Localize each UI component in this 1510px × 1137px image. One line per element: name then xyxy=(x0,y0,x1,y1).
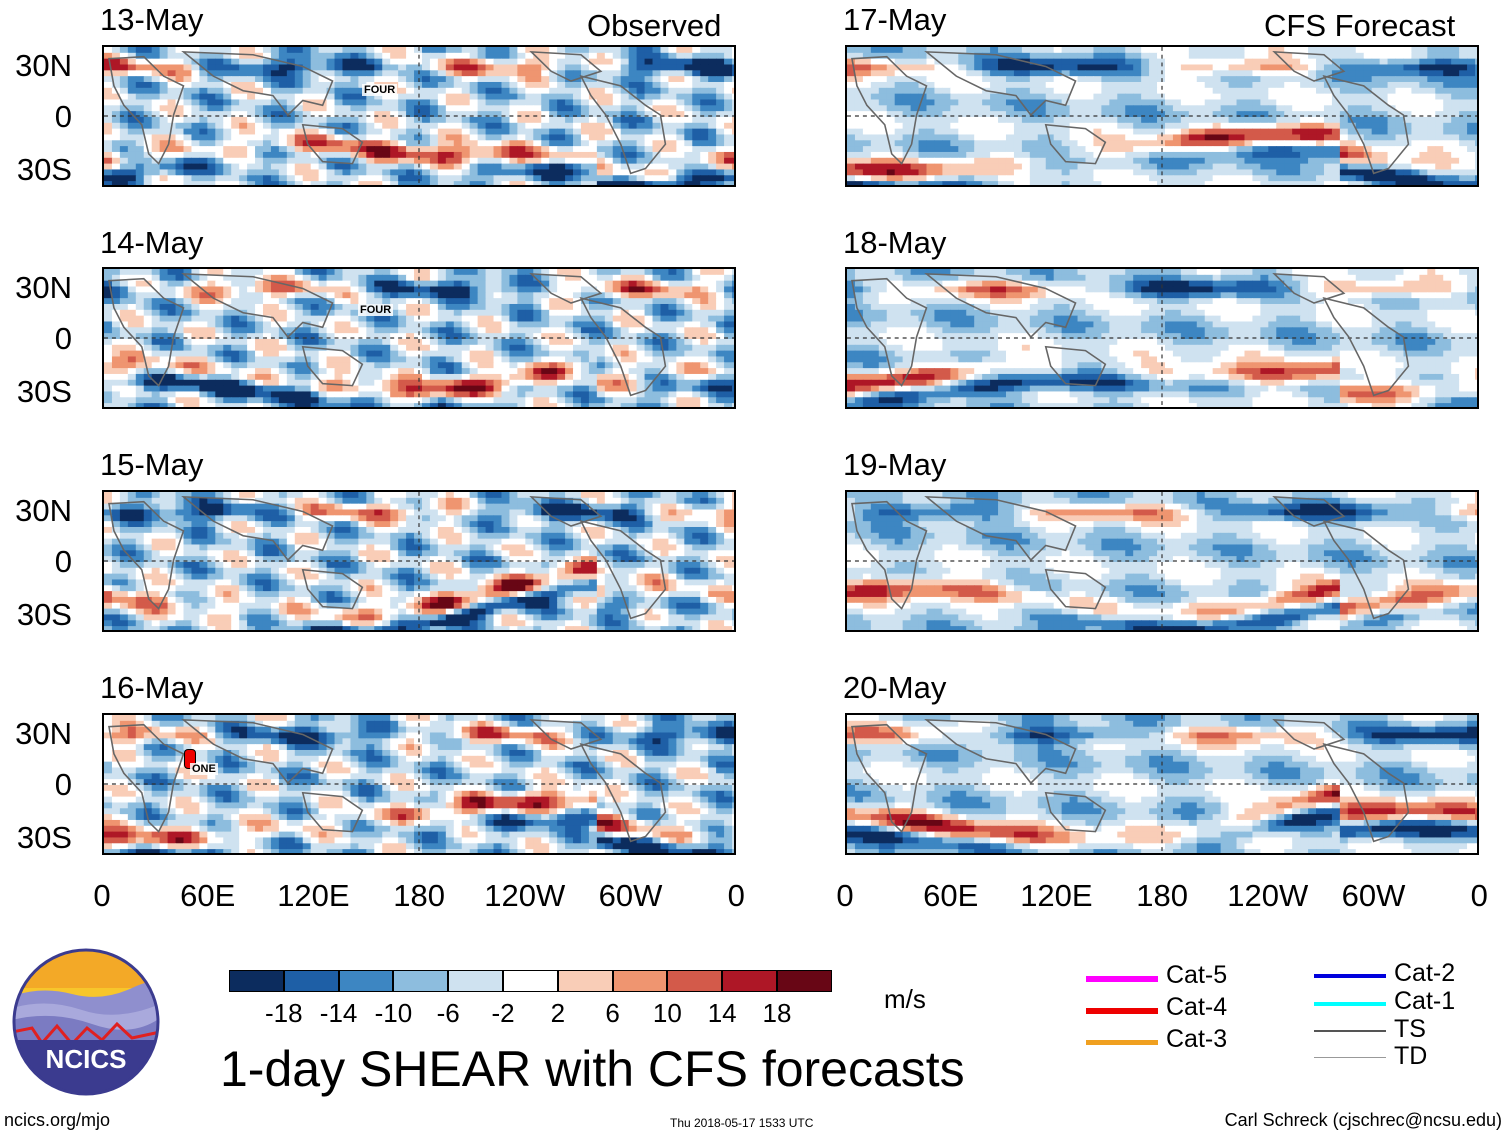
legend-line-cat-4 xyxy=(1086,1008,1158,1014)
colorbar-swatch xyxy=(503,970,558,992)
lon-tick-label: 120W xyxy=(484,878,566,913)
legend-label: Cat-5 xyxy=(1166,961,1228,989)
lat-tick-label: 0 xyxy=(54,99,72,134)
colorbar-tick-label: -14 xyxy=(319,998,358,1028)
lon-tick-label: 0 xyxy=(836,878,854,913)
lat-tick-label: 30S xyxy=(16,820,72,855)
legend-label: Cat-4 xyxy=(1166,993,1228,1021)
lat-tick-label: 30N xyxy=(15,48,72,83)
lon-tick-label: 0 xyxy=(93,878,111,913)
colorbar-swatch xyxy=(612,970,668,992)
footer-timestamp: Thu 2018-05-17 1533 UTC xyxy=(670,1116,814,1130)
legend-label: Cat-2 xyxy=(1394,959,1456,987)
legend-line-cat-5 xyxy=(1086,976,1158,982)
storm-label: FOUR xyxy=(362,84,398,96)
colorbar-swatch xyxy=(667,970,723,992)
panel-date-fc-0: 17-May xyxy=(843,2,947,37)
colorbar-swatch xyxy=(338,970,394,992)
legend-label: Cat-1 xyxy=(1394,987,1456,1015)
colorbar-swatch xyxy=(393,970,449,992)
colorbar-tick-label: 18 xyxy=(762,998,792,1028)
colorbar-tick-label: -18 xyxy=(265,998,303,1028)
panel-date-fc-2: 19-May xyxy=(843,447,947,482)
colorbar-swatch xyxy=(557,970,613,992)
lon-tick-label: 0 xyxy=(727,878,745,913)
colorbar-tick-label: -6 xyxy=(436,998,460,1028)
lon-tick-label: 120E xyxy=(1020,878,1093,913)
units-label: m/s xyxy=(884,984,926,1014)
footer-url[interactable]: ncics.org/mjo xyxy=(4,1110,111,1130)
colorbar-swatch xyxy=(229,970,284,992)
lat-tick-label: 30S xyxy=(16,374,72,409)
lat-tick-label: 30S xyxy=(16,597,72,632)
ncics-logo: NCICS xyxy=(12,948,160,1096)
panel-date-obs-2: 15-May xyxy=(100,447,204,482)
map-panel-observed-2 xyxy=(102,490,736,632)
colorbar-swatch xyxy=(722,970,777,992)
colorbar-tick-label: 10 xyxy=(652,998,682,1028)
lat-tick-label: 30S xyxy=(16,152,72,187)
legend-label: TS xyxy=(1394,1015,1426,1043)
legend-label: TD xyxy=(1394,1042,1428,1070)
map-panel-observed-0: FOUR xyxy=(102,45,736,187)
observed-label: Observed xyxy=(587,8,722,43)
lat-tick-label: 30N xyxy=(15,716,72,751)
map-panel-observed-3: ONE xyxy=(102,713,736,855)
lon-tick-label: 120W xyxy=(1227,878,1309,913)
colorbar-swatch xyxy=(448,970,503,992)
storm-label: ONE xyxy=(190,763,218,775)
lon-tick-label: 180 xyxy=(393,878,445,913)
lat-tick-label: 30N xyxy=(15,270,72,305)
lat-tick-label: 30N xyxy=(15,493,72,528)
lon-tick-label: 60W xyxy=(1341,878,1406,913)
forecast-label: CFS Forecast xyxy=(1264,8,1456,43)
lat-tick-label: 0 xyxy=(54,321,72,356)
lon-tick-label: 120E xyxy=(277,878,350,913)
lon-tick-label: 60E xyxy=(923,878,979,913)
legend-label: Cat-3 xyxy=(1166,1025,1228,1053)
lat-tick-label: 0 xyxy=(54,544,72,579)
map-panel-forecast-2 xyxy=(845,490,1479,632)
colorbar-tick-label: 2 xyxy=(550,998,566,1028)
map-panel-observed-1: FOUR xyxy=(102,267,736,409)
footer-author: Carl Schreck (cjschrec@ncsu.edu) xyxy=(1224,1110,1502,1130)
lat-tick-label: 0 xyxy=(54,767,72,802)
map-panel-forecast-3 xyxy=(845,713,1479,855)
lon-tick-label: 60E xyxy=(180,878,236,913)
legend-line-td xyxy=(1314,1057,1386,1058)
chart-title: 1-day SHEAR with CFS forecasts xyxy=(220,1041,965,1097)
storm-label: FOUR xyxy=(358,304,394,316)
colorbar-swatch xyxy=(777,970,832,992)
colorbar-tick-label: -2 xyxy=(491,998,515,1028)
panel-date-fc-3: 20-May xyxy=(843,670,947,705)
panel-date-obs-0: 13-May xyxy=(100,2,204,37)
colorbar-tick-label: -10 xyxy=(374,998,413,1028)
panel-date-obs-1: 14-May xyxy=(100,225,204,260)
colorbar-tick-label: 14 xyxy=(707,998,737,1028)
colorbar-tick-label: 6 xyxy=(605,998,620,1028)
colorbar-swatch xyxy=(283,970,339,992)
legend-line-ts xyxy=(1314,1030,1386,1032)
panel-date-obs-3: 16-May xyxy=(100,670,204,705)
map-panel-forecast-1 xyxy=(845,267,1479,409)
lon-tick-label: 0 xyxy=(1470,878,1488,913)
lon-tick-label: 60W xyxy=(598,878,663,913)
legend-line-cat-2 xyxy=(1314,974,1386,978)
legend-line-cat-1 xyxy=(1314,1002,1386,1006)
legend-line-cat-3 xyxy=(1086,1040,1158,1045)
panel-date-fc-1: 18-May xyxy=(843,225,947,260)
map-panel-forecast-0 xyxy=(845,45,1479,187)
lon-tick-label: 180 xyxy=(1136,878,1188,913)
